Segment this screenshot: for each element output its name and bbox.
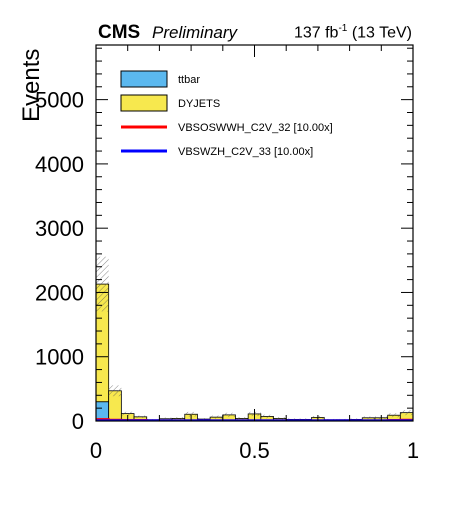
uncertainty-bin-13 [260, 414, 274, 419]
uncertainty-bin-23 [387, 413, 401, 418]
cms-label: CMS [98, 22, 141, 43]
uncertainty-bin-0 [96, 256, 109, 312]
uncertainty-bin-1 [108, 385, 122, 397]
uncertainty-bin-24 [400, 410, 413, 416]
uncertainty-bin-3 [134, 415, 147, 419]
lumi-exponent: -1 [338, 23, 348, 34]
uncertainty-bin-2 [121, 411, 135, 416]
y-tick-label: 0 [72, 409, 84, 434]
histogram-stack [95, 283, 414, 422]
uncertainty-bin-8 [197, 418, 211, 421]
preliminary-label: Preliminary [152, 23, 238, 42]
luminosity-label: 137 fb-1 (13 TeV) [294, 23, 412, 42]
y-tick-label: 2000 [35, 280, 84, 305]
y-axis-title: Events [18, 48, 45, 122]
uncertainty-bin-6 [172, 417, 185, 420]
uncertainty-bin-14 [273, 417, 287, 420]
y-tick-label: 4000 [35, 152, 84, 177]
uncertainty-bin-21 [362, 416, 375, 420]
y-tick-label: 5000 [35, 88, 84, 113]
uncertainty-bin-5 [159, 417, 173, 420]
uncertainty-band [96, 256, 413, 421]
lumi-value: 137 fb [293, 24, 339, 42]
legend: ttbar DYJETS VBSOSWWH_C2V_32 [10.00x] VBSWZ… [120, 70, 333, 158]
legend-label-3: VBSWZH_C2V_33 [10.00x] [178, 146, 313, 158]
axis-ticks: 0 1000 2000 3000 4000 5000 0 0.5 1 [35, 45, 419, 463]
uncertainty-bin-7 [184, 411, 198, 417]
x-tick-label: 0.5 [239, 438, 270, 463]
legend-label-0: ttbar [178, 74, 200, 86]
uncertainty-bin-11 [235, 417, 249, 420]
legend-swatch-0 [120, 70, 168, 88]
legend-swatch-1 [120, 94, 168, 112]
legend-label-2: VBSOSWWH_C2V_32 [10.00x] [178, 122, 333, 134]
y-tick-label: 3000 [35, 216, 84, 241]
energy-label: (13 TeV) [351, 24, 412, 42]
x-tick-label: 0 [90, 438, 102, 463]
uncertainty-bin-10 [222, 412, 236, 418]
y-tick-label: 1000 [35, 345, 84, 370]
legend-label-1: DYJETS [178, 98, 220, 110]
x-tick-label: 1 [407, 438, 419, 463]
uncertainty-bin-9 [210, 415, 223, 419]
